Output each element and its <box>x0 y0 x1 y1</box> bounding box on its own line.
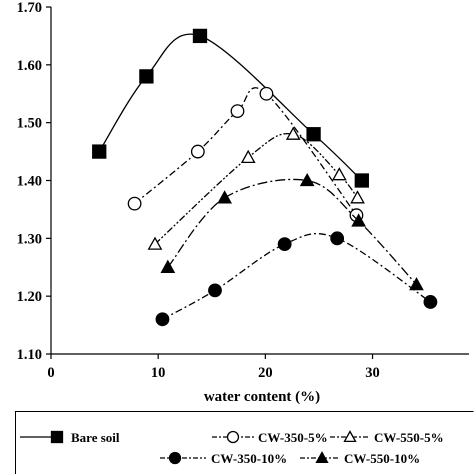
legend-marker <box>50 430 64 444</box>
data-point <box>192 28 208 44</box>
legend: Bare soil CW-350-5% CW-550-5% CW-350-10% CW-… <box>15 411 474 474</box>
data-point <box>423 295 438 309</box>
legend-label: CW-550-5% <box>374 430 444 445</box>
data-point <box>160 259 176 273</box>
x-tick-label: 20 <box>258 365 273 381</box>
y-tick-label: 1.30 <box>17 231 42 247</box>
legend-marker <box>226 430 240 444</box>
x-axis-label: water content (%) <box>204 389 320 405</box>
legend-label: Bare soil <box>71 430 120 445</box>
series <box>92 28 369 188</box>
series <box>147 126 365 250</box>
data-point <box>354 173 369 188</box>
legend-border <box>15 411 474 474</box>
data-point <box>259 86 274 101</box>
data-point <box>277 237 292 252</box>
data-point <box>190 144 205 159</box>
legend-label: CW-350-10% <box>211 451 287 466</box>
y-tick-label: 1.60 <box>17 58 42 74</box>
plot-area <box>92 28 438 327</box>
data-point <box>299 172 315 187</box>
legend-label: CW-550-10% <box>344 451 420 466</box>
data-point <box>217 190 233 204</box>
data-point <box>139 69 154 84</box>
y-tick-label: 1.10 <box>17 347 42 363</box>
series <box>127 86 364 223</box>
data-point <box>127 196 142 211</box>
series-line <box>167 178 417 286</box>
y-tick-label: 1.70 <box>17 0 42 16</box>
legend-label: CW-350-5% <box>258 430 328 445</box>
legend-item: Bare soil <box>20 430 120 445</box>
data-point <box>306 127 321 142</box>
data-point <box>331 167 347 181</box>
data-point <box>285 126 301 140</box>
series-line <box>154 132 359 245</box>
data-point <box>230 104 245 118</box>
y-tick-label: 1.20 <box>17 289 42 305</box>
series-line <box>162 232 431 320</box>
x-tick-label: 30 <box>365 365 380 381</box>
data-point <box>208 283 222 298</box>
data-point <box>147 236 163 250</box>
data-point <box>409 277 424 291</box>
series <box>160 172 424 291</box>
legend-item: CW-350-10% <box>160 451 287 466</box>
legend-marker <box>168 451 182 465</box>
legend-item: CW-550-5% <box>330 430 444 445</box>
legend-item: CW-550-10% <box>300 451 420 466</box>
legend-marker <box>315 451 329 464</box>
data-point <box>351 213 367 227</box>
series-line <box>98 33 363 181</box>
data-point <box>350 190 365 204</box>
series <box>155 231 438 327</box>
legend-item: CW-350-5% <box>212 430 328 445</box>
x-tick-label: 0 <box>47 365 54 381</box>
data-point <box>155 312 170 327</box>
legend-marker <box>343 430 357 443</box>
y-tick-label: 1.50 <box>17 116 42 132</box>
axes: 1.10 1.20 1.30 1.40 1.50 1.60 1.70 0 10 20 30 <box>17 0 469 381</box>
data-point <box>240 149 256 164</box>
series-line <box>134 87 358 216</box>
data-point <box>330 231 345 246</box>
data-point <box>92 144 107 159</box>
x-tick-label: 10 <box>151 365 166 381</box>
y-tick-label: 1.40 <box>17 174 42 190</box>
